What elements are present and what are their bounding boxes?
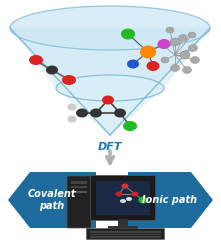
Ellipse shape	[161, 57, 169, 63]
Ellipse shape	[114, 109, 126, 118]
Ellipse shape	[127, 60, 139, 69]
Ellipse shape	[123, 121, 137, 131]
Bar	[90, 234, 161, 235]
Ellipse shape	[179, 34, 187, 41]
Bar	[71, 191, 87, 193]
Bar	[71, 186, 87, 188]
Bar	[108, 226, 138, 231]
Ellipse shape	[56, 75, 164, 101]
Ellipse shape	[62, 75, 76, 85]
Ellipse shape	[46, 65, 58, 74]
Bar	[118, 219, 128, 226]
Ellipse shape	[140, 45, 156, 59]
Ellipse shape	[183, 67, 192, 73]
FancyBboxPatch shape	[91, 175, 156, 221]
Bar	[90, 231, 161, 233]
FancyBboxPatch shape	[86, 228, 164, 240]
Ellipse shape	[139, 196, 147, 203]
Ellipse shape	[166, 27, 174, 33]
Ellipse shape	[116, 192, 122, 196]
Bar	[128, 172, 191, 228]
Text: DFT: DFT	[98, 142, 122, 152]
Text: Covalent
path: Covalent path	[28, 189, 76, 211]
Text: Ionic path: Ionic path	[143, 195, 198, 205]
Ellipse shape	[189, 44, 198, 51]
Ellipse shape	[67, 115, 76, 122]
Ellipse shape	[90, 109, 102, 118]
Ellipse shape	[180, 51, 190, 59]
Ellipse shape	[29, 55, 43, 65]
Bar	[90, 236, 161, 237]
Bar	[30, 172, 96, 228]
Polygon shape	[56, 88, 164, 135]
Ellipse shape	[102, 95, 114, 104]
Ellipse shape	[122, 183, 128, 189]
Polygon shape	[8, 172, 30, 228]
Ellipse shape	[191, 57, 200, 63]
Ellipse shape	[67, 103, 76, 111]
Ellipse shape	[76, 109, 88, 118]
Ellipse shape	[159, 42, 167, 48]
Ellipse shape	[147, 61, 160, 71]
Ellipse shape	[158, 39, 170, 49]
Ellipse shape	[121, 29, 135, 40]
Polygon shape	[10, 28, 210, 88]
Bar	[96, 181, 150, 215]
Ellipse shape	[131, 192, 139, 196]
Ellipse shape	[126, 197, 132, 201]
Ellipse shape	[120, 199, 126, 203]
Polygon shape	[191, 172, 213, 228]
Ellipse shape	[188, 32, 196, 38]
Ellipse shape	[170, 38, 180, 46]
Bar	[71, 181, 87, 184]
Ellipse shape	[10, 6, 210, 50]
Ellipse shape	[170, 64, 179, 71]
FancyBboxPatch shape	[67, 176, 91, 228]
Polygon shape	[10, 28, 210, 135]
